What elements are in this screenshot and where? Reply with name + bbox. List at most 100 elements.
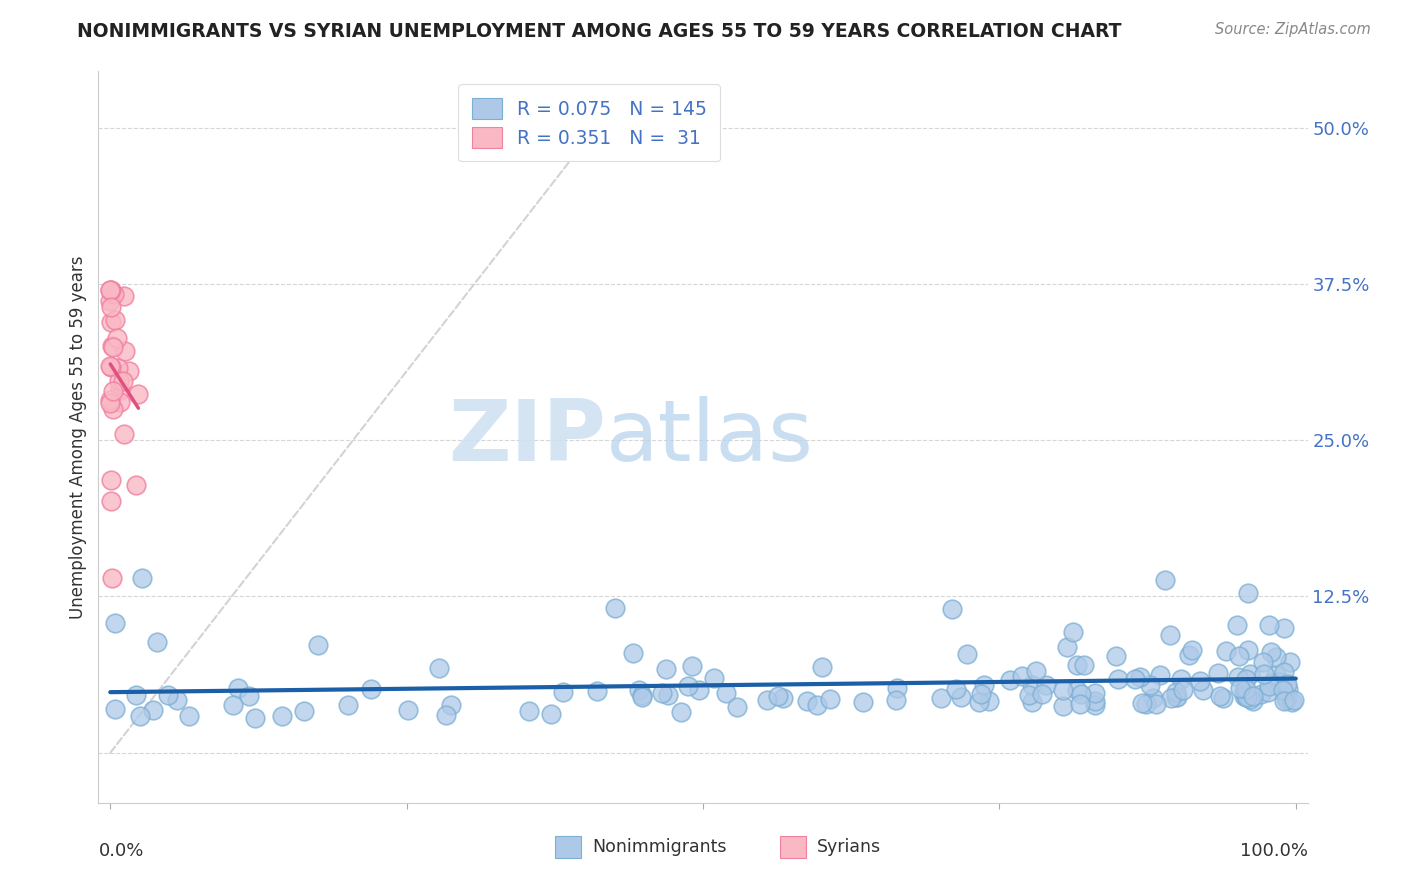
Point bbox=[1035, 678, 1057, 692]
Point bbox=[1264, 650, 1286, 665]
Point bbox=[1066, 657, 1088, 672]
Point bbox=[688, 683, 710, 698]
Point bbox=[1180, 643, 1202, 657]
Point bbox=[1226, 617, 1249, 632]
Point bbox=[440, 698, 463, 712]
Point bbox=[103, 401, 125, 416]
Point bbox=[1272, 694, 1295, 708]
Point bbox=[108, 394, 131, 409]
Point bbox=[806, 698, 828, 712]
Point bbox=[292, 704, 315, 718]
Point bbox=[100, 473, 122, 487]
Point bbox=[1212, 690, 1234, 705]
Point bbox=[1021, 678, 1043, 692]
Point bbox=[336, 698, 359, 713]
Point bbox=[129, 709, 152, 723]
Point bbox=[100, 315, 122, 329]
Point bbox=[1251, 655, 1274, 669]
Point bbox=[105, 331, 128, 345]
Point bbox=[131, 571, 153, 585]
Point bbox=[979, 694, 1001, 708]
Point bbox=[1233, 689, 1256, 703]
Point bbox=[1178, 648, 1201, 662]
Point bbox=[1105, 648, 1128, 663]
Point bbox=[1170, 673, 1192, 687]
Point bbox=[1018, 688, 1040, 702]
Point bbox=[434, 708, 457, 723]
Point bbox=[108, 374, 131, 388]
Point bbox=[1031, 688, 1053, 702]
Point bbox=[1025, 664, 1047, 678]
Text: Source: ZipAtlas.com: Source: ZipAtlas.com bbox=[1215, 22, 1371, 37]
Text: ZIP: ZIP bbox=[449, 395, 606, 479]
Point bbox=[945, 682, 967, 697]
Point bbox=[104, 702, 127, 716]
Point bbox=[98, 392, 121, 407]
Point bbox=[1227, 670, 1250, 684]
Point bbox=[1052, 683, 1074, 698]
Point bbox=[108, 383, 131, 397]
Point bbox=[681, 659, 703, 673]
Point bbox=[949, 690, 972, 704]
Point bbox=[1052, 699, 1074, 714]
Point bbox=[101, 571, 124, 585]
Point bbox=[540, 707, 562, 722]
Point bbox=[1107, 673, 1129, 687]
Point bbox=[551, 685, 574, 699]
Point bbox=[1084, 685, 1107, 699]
Point bbox=[100, 301, 122, 315]
Point bbox=[1279, 655, 1302, 669]
Point bbox=[118, 364, 141, 378]
Point bbox=[1173, 682, 1195, 697]
Point bbox=[1241, 689, 1264, 703]
Point bbox=[941, 602, 963, 616]
Point bbox=[1227, 649, 1250, 664]
Point bbox=[1159, 628, 1181, 642]
Point bbox=[104, 313, 127, 327]
Point bbox=[820, 691, 842, 706]
Point bbox=[1241, 694, 1264, 708]
Point bbox=[755, 693, 778, 707]
Point bbox=[427, 661, 450, 675]
Point bbox=[1257, 618, 1279, 632]
Point bbox=[1166, 690, 1188, 704]
Point bbox=[166, 692, 188, 706]
Point bbox=[100, 283, 122, 297]
Point bbox=[852, 696, 875, 710]
Point bbox=[271, 709, 294, 723]
Point bbox=[127, 387, 149, 401]
Point bbox=[998, 673, 1021, 688]
Point bbox=[1188, 674, 1211, 689]
Point bbox=[243, 711, 266, 725]
Point bbox=[1123, 673, 1146, 687]
Point bbox=[360, 682, 382, 697]
Point bbox=[100, 360, 122, 375]
Point bbox=[884, 693, 907, 707]
Point bbox=[1135, 697, 1157, 711]
Point bbox=[1166, 690, 1188, 705]
Point bbox=[1234, 682, 1257, 697]
Point bbox=[1066, 682, 1088, 697]
Point bbox=[1144, 697, 1167, 711]
Point bbox=[101, 340, 124, 354]
Text: NONIMMIGRANTS VS SYRIAN UNEMPLOYMENT AMONG AGES 55 TO 59 YEARS CORRELATION CHART: NONIMMIGRANTS VS SYRIAN UNEMPLOYMENT AMO… bbox=[77, 22, 1122, 41]
Point bbox=[1011, 669, 1033, 683]
Point bbox=[103, 615, 125, 630]
Point bbox=[1274, 690, 1296, 705]
Point bbox=[98, 293, 121, 308]
Point bbox=[238, 689, 260, 703]
Point bbox=[669, 706, 692, 720]
Point bbox=[1215, 644, 1237, 658]
Text: Nonimmigrants: Nonimmigrants bbox=[592, 838, 727, 856]
Point bbox=[226, 681, 249, 696]
Point bbox=[307, 638, 329, 652]
Point bbox=[1132, 697, 1154, 711]
Point bbox=[1237, 586, 1260, 600]
Point bbox=[1239, 667, 1261, 681]
Point bbox=[1069, 698, 1091, 712]
Point bbox=[1253, 667, 1275, 681]
Text: 100.0%: 100.0% bbox=[1240, 842, 1308, 860]
Point bbox=[1056, 640, 1078, 654]
Point bbox=[1062, 625, 1084, 640]
Point bbox=[1149, 668, 1171, 682]
